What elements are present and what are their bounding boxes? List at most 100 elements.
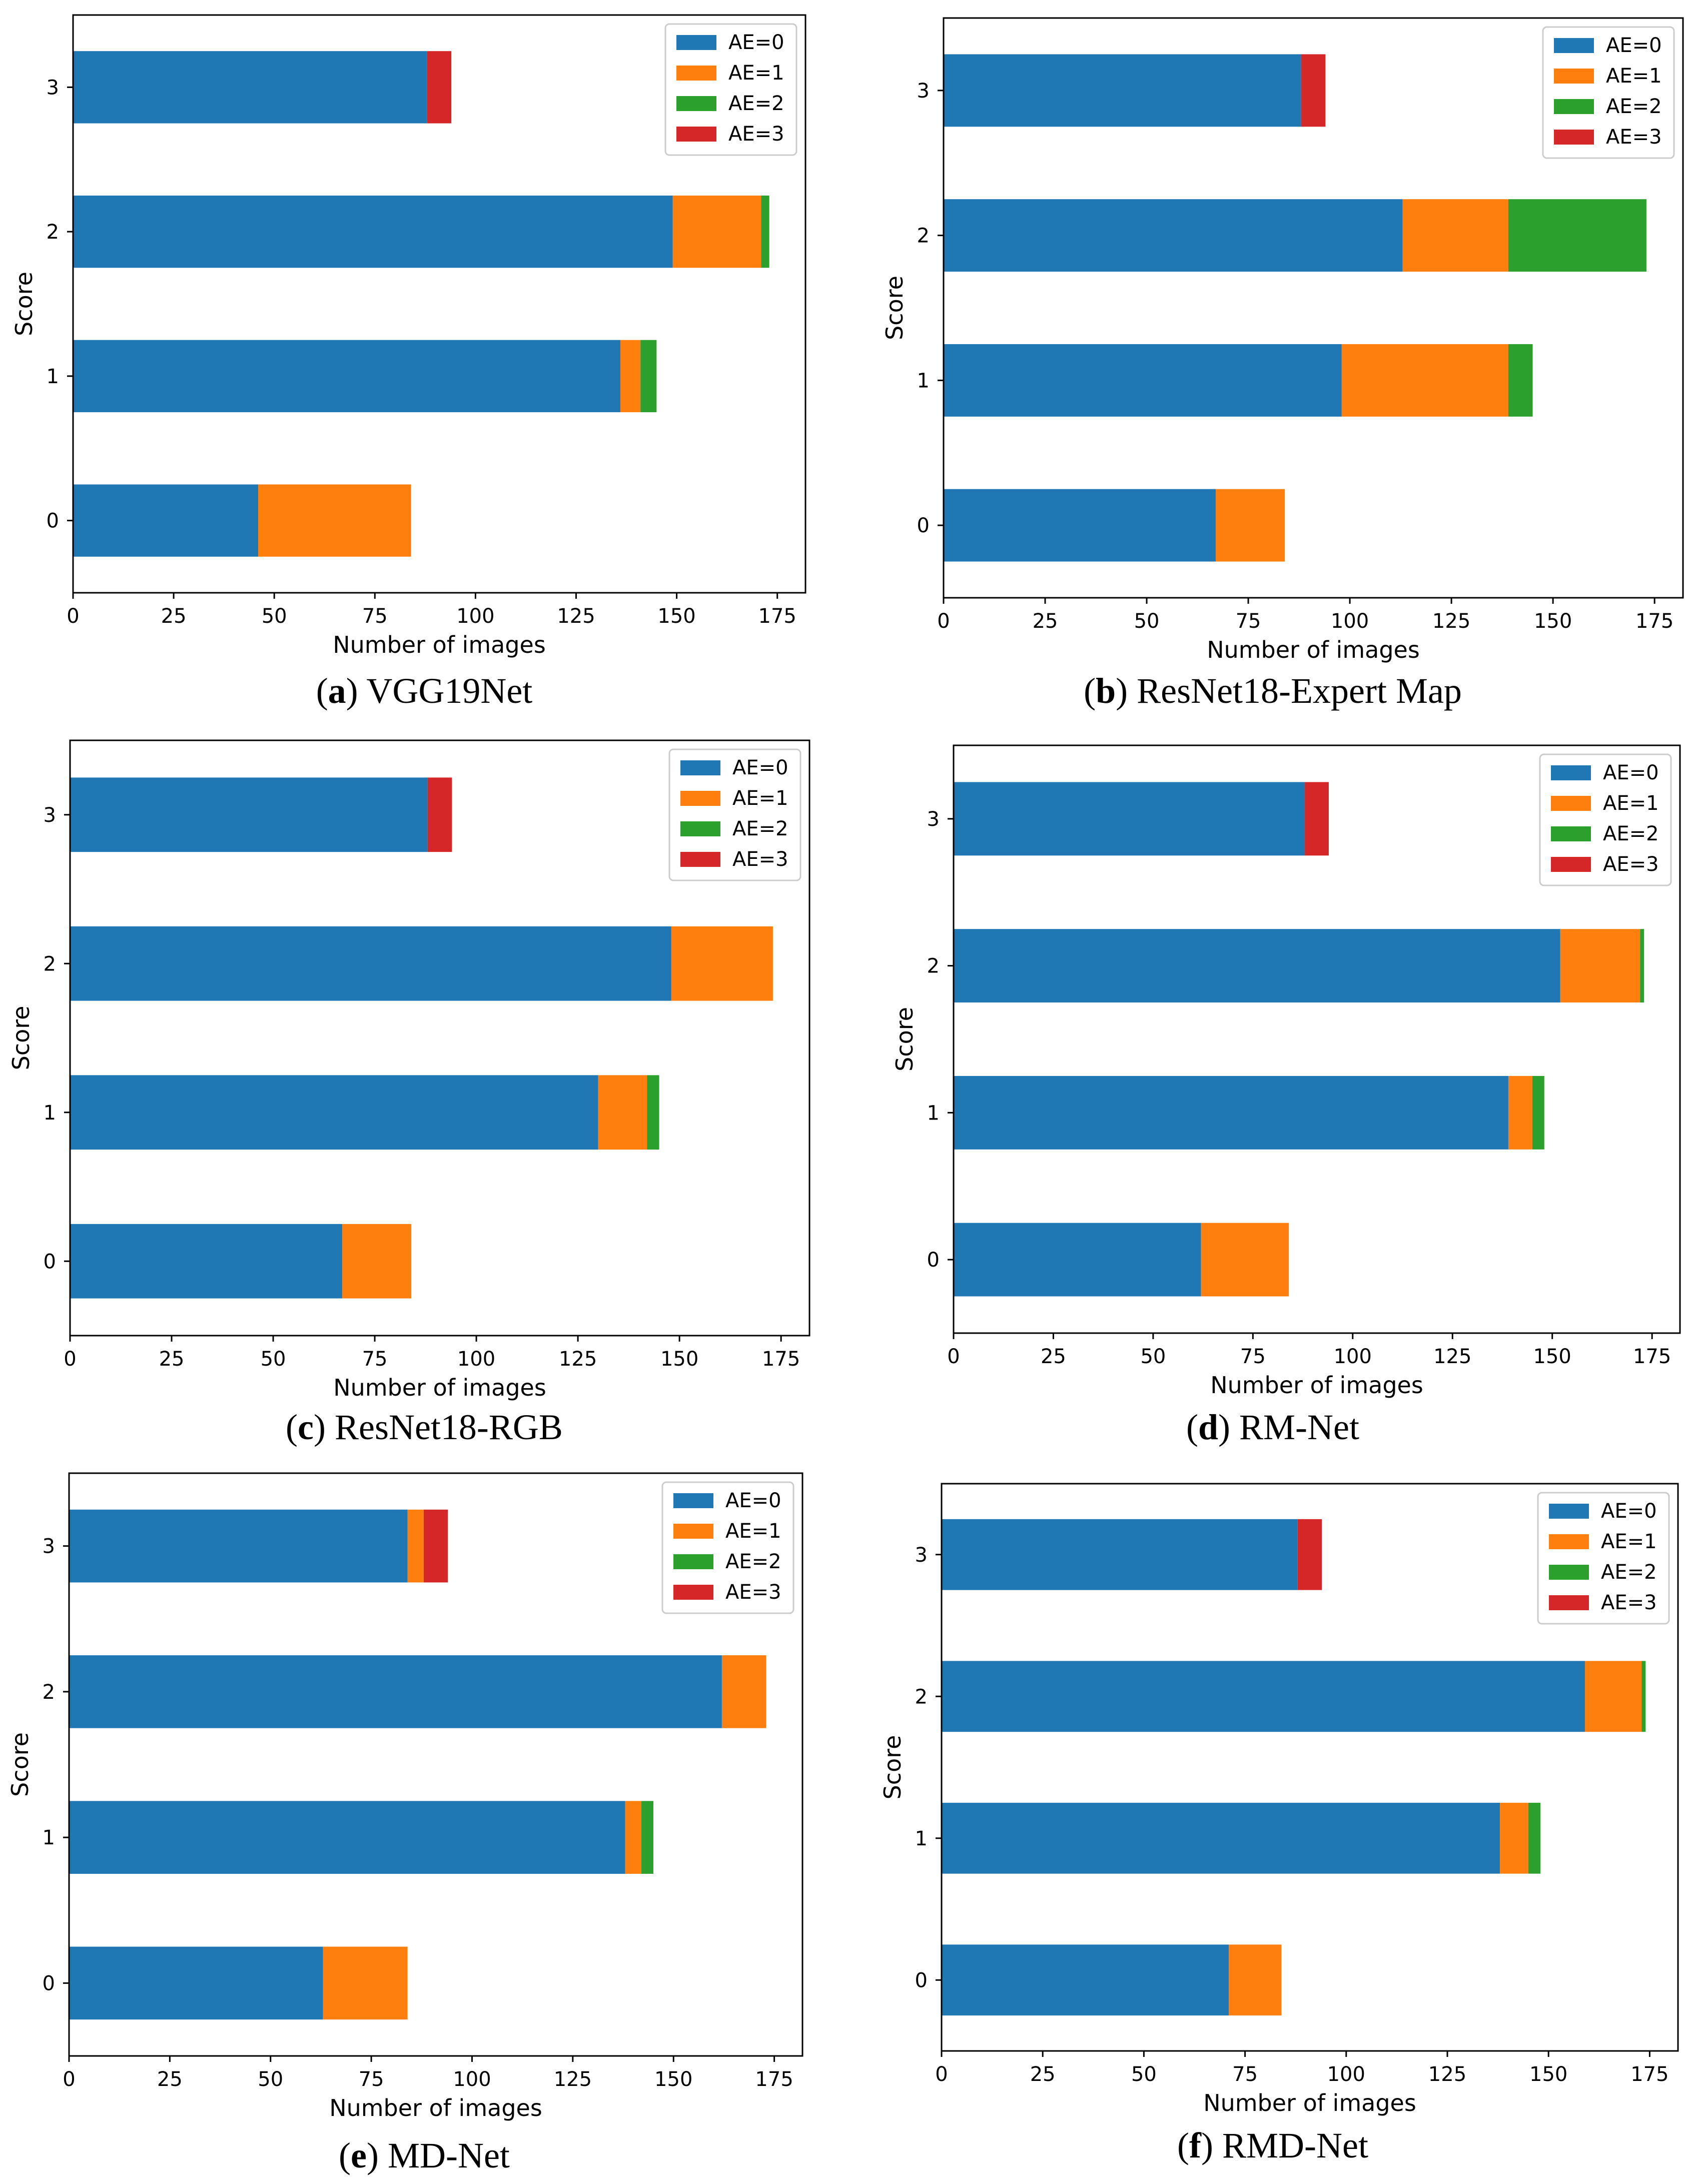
bar-score-1-ae1 — [598, 1075, 647, 1150]
bar-score-1-ae2 — [1532, 1075, 1544, 1150]
x-tick-label: 50 — [258, 2068, 283, 2091]
legend-swatch — [676, 96, 716, 111]
bar-score-2-ae0 — [73, 195, 673, 268]
chart-panel-a: 0 25 50 75 100 125 150 175 0 1 2 3 Number of images S… — [0, 0, 848, 720]
plot-frame — [953, 744, 1681, 1334]
x-tick-label: 100 — [1334, 1345, 1372, 1368]
x-tick-label: 0 — [947, 1345, 960, 1368]
y-tick-label: 1 — [917, 369, 930, 392]
bar-score-2-ae0 — [69, 1655, 722, 1728]
bar-score-3-ae3 — [1301, 54, 1326, 127]
bar-score-3-ae3 — [1297, 1519, 1322, 1590]
chart-c-svg: 0 25 50 75 100 125 150 175 0 1 2 3 Number of images S… — [8, 739, 810, 1401]
y-axis-label: Score — [879, 1735, 906, 1800]
bar-score-0-ae1 — [258, 484, 411, 557]
bar-score-0-ae1 — [1229, 1944, 1282, 2016]
bar-score-1-ae2 — [647, 1075, 659, 1150]
x-tick-label: 125 — [554, 2068, 592, 2091]
caption-f: (f) RMD-Net — [1177, 2125, 1368, 2165]
bar-score-2-ae1 — [671, 926, 773, 1001]
bar-score-1-ae2 — [641, 1801, 653, 1874]
y-tick-label: 1 — [927, 1102, 940, 1125]
x-tick-label: 50 — [262, 605, 287, 628]
bar-score-2-ae0 — [954, 929, 1560, 1003]
x-tick-label: 125 — [557, 605, 595, 628]
y-tick-label: 2 — [927, 955, 940, 978]
legend-label: AE=0 — [1601, 1500, 1657, 1523]
legend-swatch — [1551, 796, 1591, 811]
chart-panel-f: 0 25 50 75 100 125 150 175 0 1 2 3 Number of images S… — [848, 1461, 1697, 2184]
legend-box — [1539, 753, 1672, 886]
legend-swatch — [680, 760, 720, 775]
plot-frame — [941, 1483, 1679, 2052]
bar-score-0-ae0 — [70, 1224, 343, 1299]
legend-swatch — [673, 1493, 713, 1508]
bar-score-2-ae2 — [1508, 199, 1646, 272]
y-axis-label: Score — [7, 1732, 34, 1797]
legend-swatch — [676, 35, 716, 50]
x-tick-label: 50 — [1131, 2063, 1157, 2086]
legend-label: AE=3 — [1601, 1591, 1657, 1614]
bar-score-1-ae1 — [625, 1801, 641, 1874]
x-tick-label: 175 — [755, 2068, 793, 2091]
y-tick-label: 1 — [915, 1827, 928, 1850]
legend-swatch — [673, 1554, 713, 1569]
x-tick-label: 50 — [261, 1348, 286, 1371]
legend-swatch — [1551, 765, 1591, 780]
x-tick-label: 75 — [362, 1348, 388, 1371]
bar-score-2-ae1 — [721, 1655, 766, 1728]
bar-score-0-ae0 — [69, 1946, 323, 2020]
legend-label: AE=1 — [732, 787, 788, 810]
chart-panel-e: 0 25 50 75 100 125 150 175 0 1 2 3 Number of images S… — [0, 1461, 848, 2184]
legend-label: AE=2 — [1606, 95, 1662, 118]
x-tick-label: 100 — [457, 1348, 495, 1371]
bar-score-3-ae3 — [423, 1509, 448, 1583]
y-tick-label: 3 — [43, 1535, 55, 1558]
x-tick-label: 150 — [1534, 610, 1572, 633]
legend-swatch — [1549, 1565, 1589, 1580]
legend-label: AE=2 — [728, 92, 784, 115]
y-axis-label: Score — [11, 272, 38, 336]
caption-b: (b) ResNet18-Expert Map — [1084, 671, 1462, 711]
y-tick-label: 3 — [927, 808, 940, 831]
bar-score-0-ae1 — [1201, 1223, 1289, 1297]
x-tick-label: 75 — [1236, 610, 1261, 633]
caption-c: (c) ResNet18-RGB — [286, 1407, 563, 1447]
y-tick-label: 0 — [927, 1249, 940, 1272]
bar-score-0-ae0 — [944, 489, 1216, 562]
y-tick-label: 2 — [44, 952, 56, 975]
legend-box — [661, 1481, 794, 1614]
x-tick-label: 75 — [1240, 1345, 1266, 1368]
x-tick-label: 100 — [453, 2068, 491, 2091]
x-tick-label: 150 — [657, 605, 695, 628]
bar-score-1-ae1 — [620, 340, 641, 413]
y-tick-label: 0 — [915, 1969, 928, 1992]
y-tick-label: 0 — [44, 1250, 56, 1273]
legend-label: AE=1 — [1606, 65, 1662, 88]
bar-score-2-ae1 — [672, 195, 761, 268]
x-tick-label: 175 — [758, 605, 796, 628]
bar-score-3-ae3 — [427, 51, 452, 124]
bar-score-1-ae0 — [942, 1802, 1500, 1874]
bar-score-3-ae0 — [70, 777, 428, 852]
legend-swatch — [673, 1585, 713, 1600]
legend-label: AE=2 — [725, 1550, 781, 1573]
bar-score-3-ae3 — [1305, 782, 1329, 856]
bar-score-0-ae0 — [73, 484, 259, 557]
x-tick-label: 0 — [935, 2063, 948, 2086]
plot-frame — [72, 14, 806, 594]
bar-score-2-ae2 — [761, 195, 769, 268]
chart-panel-b: 0 25 50 75 100 125 150 175 0 1 2 3 Number of images S… — [848, 0, 1697, 720]
legend-label: AE=1 — [728, 62, 784, 85]
legend-label: AE=1 — [1603, 792, 1659, 815]
legend-box — [1537, 1492, 1670, 1625]
legend-swatch — [1554, 99, 1594, 114]
y-tick-label: 3 — [44, 804, 56, 827]
legend-label: AE=0 — [1603, 761, 1659, 784]
bar-score-0-ae0 — [942, 1944, 1229, 2016]
bar-score-3-ae1 — [407, 1509, 424, 1583]
bar-score-3-ae0 — [69, 1509, 408, 1583]
bar-score-3-ae0 — [942, 1519, 1298, 1590]
x-tick-label: 125 — [1428, 2063, 1466, 2086]
legend-swatch — [680, 852, 720, 867]
